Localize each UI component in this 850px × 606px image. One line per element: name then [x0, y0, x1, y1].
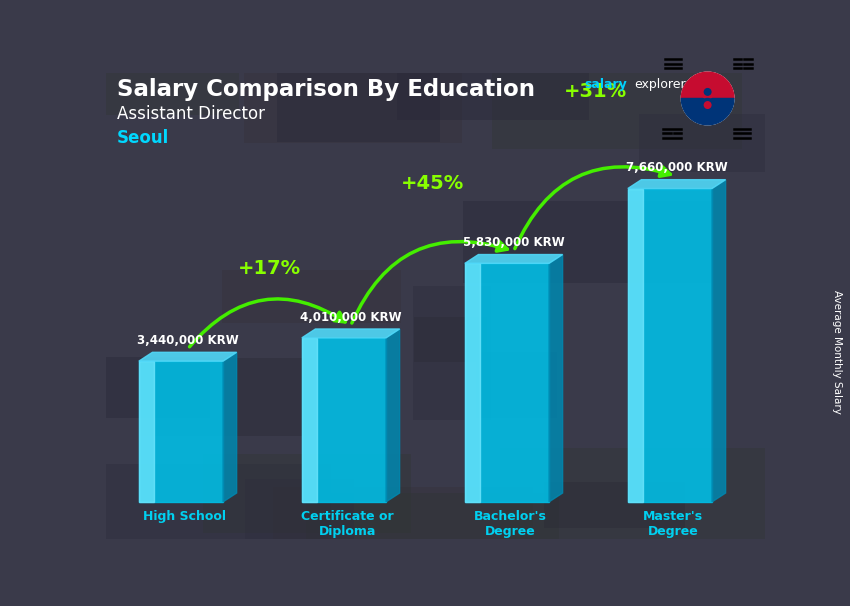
Bar	[222, 270, 401, 323]
Bar	[245, 48, 462, 144]
Polygon shape	[302, 338, 317, 502]
Bar	[306, 493, 559, 553]
Bar	[203, 454, 411, 533]
Polygon shape	[628, 188, 643, 502]
Bar	[397, 58, 588, 120]
Bar	[1, 59, 239, 115]
Text: salary: salary	[584, 78, 627, 91]
Bar	[139, 358, 314, 436]
Bar	[63, 357, 210, 418]
Polygon shape	[628, 179, 726, 188]
Bar	[544, 482, 685, 528]
Circle shape	[705, 88, 711, 95]
Text: Salary Comparison By Education: Salary Comparison By Education	[117, 78, 536, 101]
Bar	[462, 201, 711, 283]
Text: Average Monthly Salary: Average Monthly Salary	[832, 290, 842, 413]
Bar	[87, 464, 332, 560]
Polygon shape	[549, 255, 563, 502]
Polygon shape	[712, 179, 726, 502]
Text: 4,010,000 KRW: 4,010,000 KRW	[300, 310, 401, 324]
Polygon shape	[465, 264, 549, 502]
Text: High School: High School	[143, 510, 226, 523]
Bar	[413, 286, 490, 419]
Bar	[500, 448, 769, 561]
Polygon shape	[682, 72, 734, 98]
Polygon shape	[139, 361, 223, 502]
Bar	[476, 352, 558, 418]
Text: Master's
Degree: Master's Degree	[643, 510, 704, 538]
Text: Bachelor's
Degree: Bachelor's Degree	[474, 510, 547, 538]
Polygon shape	[682, 98, 734, 125]
Text: Seoul: Seoul	[117, 128, 169, 147]
Polygon shape	[386, 329, 400, 502]
Text: +17%: +17%	[238, 259, 301, 278]
Bar	[273, 487, 533, 579]
Polygon shape	[223, 352, 236, 502]
Polygon shape	[465, 255, 563, 264]
Text: 7,660,000 KRW: 7,660,000 KRW	[626, 161, 728, 174]
Bar	[277, 19, 439, 142]
Text: +31%: +31%	[564, 82, 626, 101]
Bar	[246, 479, 354, 586]
Bar	[639, 114, 850, 172]
Circle shape	[701, 85, 714, 98]
Circle shape	[701, 98, 714, 112]
Circle shape	[705, 102, 711, 108]
Text: +45%: +45%	[400, 174, 464, 193]
Polygon shape	[628, 188, 712, 502]
Bar	[414, 318, 487, 362]
Polygon shape	[139, 352, 236, 361]
Polygon shape	[302, 329, 400, 338]
Text: Assistant Director: Assistant Director	[117, 105, 265, 124]
Text: Certificate or
Diploma: Certificate or Diploma	[301, 510, 394, 538]
Text: explorer.com: explorer.com	[635, 78, 716, 91]
Polygon shape	[139, 361, 154, 502]
Polygon shape	[465, 264, 480, 502]
Text: 5,830,000 KRW: 5,830,000 KRW	[463, 236, 564, 249]
Polygon shape	[302, 338, 386, 502]
Bar	[492, 53, 742, 148]
Text: 3,440,000 KRW: 3,440,000 KRW	[137, 334, 239, 347]
Circle shape	[682, 72, 734, 125]
